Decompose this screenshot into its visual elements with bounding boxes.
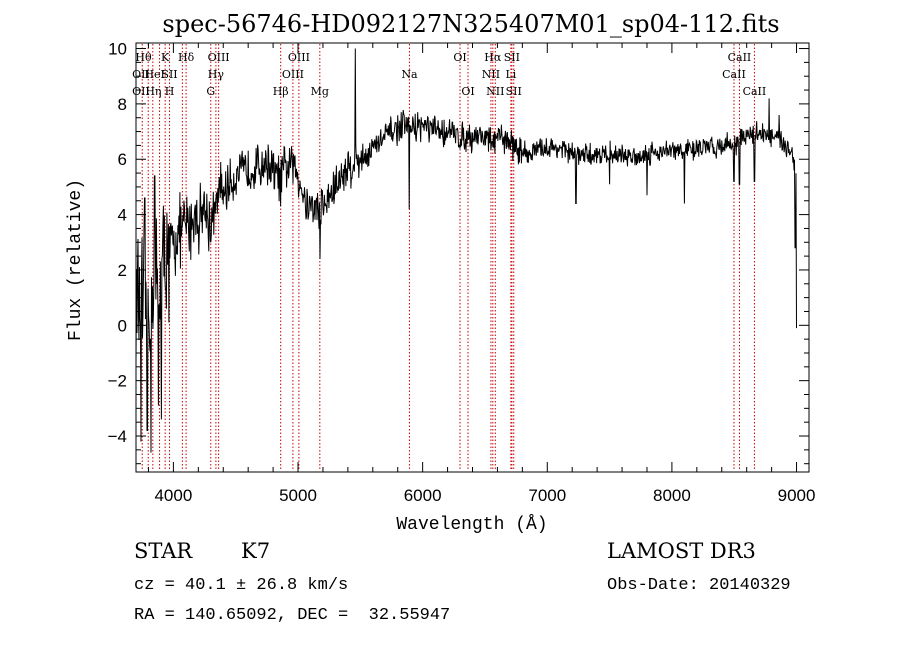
plot-frame <box>135 42 810 473</box>
marker-label: SII <box>504 51 520 64</box>
marker-label: OII <box>132 85 150 98</box>
marker-label: Hγ <box>208 68 225 81</box>
x-tick-label: 8000 <box>653 486 691 505</box>
y-tick-label: −2 <box>108 372 127 391</box>
y-tick-label: 4 <box>118 206 127 225</box>
marker-label: Hθ <box>135 51 152 64</box>
y-tick-label: 6 <box>118 150 127 169</box>
y-tick-label: 8 <box>118 95 127 114</box>
marker-label: K <box>161 51 170 64</box>
marker-label: OIII <box>288 51 310 64</box>
marker-label: CaII <box>722 68 746 81</box>
marker-label: G <box>206 85 215 98</box>
marker-label: Hα <box>484 51 502 64</box>
marker-label: Na <box>401 68 418 81</box>
y-tick-label: 10 <box>108 40 127 59</box>
marker-label: NII <box>486 85 504 98</box>
marker-label: Hη <box>145 85 161 98</box>
x-tick-label: 5000 <box>279 486 317 505</box>
y-axis: −4 −2 0 2 4 6 8 10 <box>108 40 809 465</box>
marker-label: Hδ <box>178 51 195 64</box>
marker-label: OI <box>461 85 474 98</box>
x-axis: 4000 5000 6000 7000 8000 9000 <box>147 43 816 505</box>
marker-lines <box>141 44 755 471</box>
spectral-subclass: K7 <box>241 539 270 563</box>
redshift-text: cz = 40.1 ± 26.8 km/s <box>134 576 348 595</box>
x-tick-label: 4000 <box>154 486 192 505</box>
object-class: STAR <box>134 539 193 563</box>
marker-label: CaII <box>743 85 767 98</box>
y-axis-label: Flux (relative) <box>66 179 86 341</box>
marker-label: Hβ <box>273 85 289 98</box>
survey-name: LAMOST DR3 <box>607 539 756 563</box>
marker-label: NII <box>482 68 500 81</box>
marker-label: OI <box>453 51 466 64</box>
marker-label: SII <box>161 68 177 81</box>
x-tick-label: 7000 <box>528 486 566 505</box>
marker-label: SII <box>506 85 522 98</box>
obs-date: Obs-Date: 20140329 <box>607 576 791 595</box>
y-tick-label: −4 <box>108 427 127 446</box>
marker-label: CaII <box>728 51 752 64</box>
marker-label: OIII <box>208 51 230 64</box>
marker-label: HeI <box>144 68 164 81</box>
x-axis-label: Wavelength (Å) <box>396 514 547 535</box>
marker-label: Li <box>505 68 516 81</box>
marker-label: OIII <box>282 68 304 81</box>
marker-label: Mg <box>311 85 329 98</box>
marker-label: H <box>165 85 175 98</box>
coordinates: RA = 140.65092, DEC = 32.55947 <box>134 606 450 625</box>
x-tick-label: 6000 <box>404 486 442 505</box>
x-tick-label: 9000 <box>778 486 816 505</box>
marker-label: OII <box>132 68 150 81</box>
y-tick-label: 2 <box>118 261 127 280</box>
y-tick-label: 0 <box>118 316 127 335</box>
spectrum-line <box>135 48 797 453</box>
chart-title: spec-56746-HD092127N325407M01_sp04-112.f… <box>162 10 779 38</box>
